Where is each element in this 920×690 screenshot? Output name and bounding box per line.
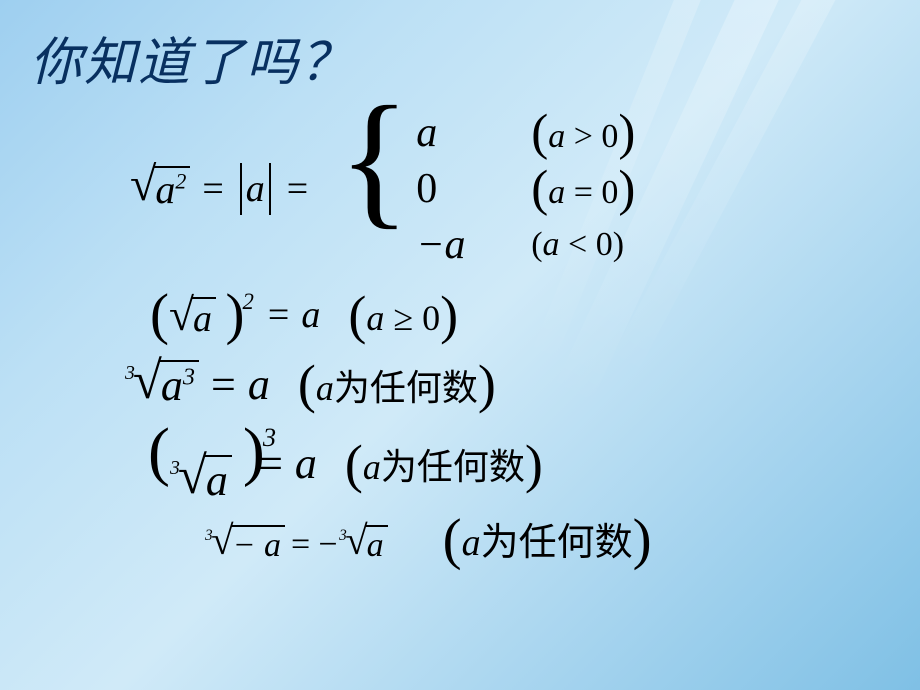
paren-open: ( [443, 508, 462, 571]
paren-close: ) [243, 415, 265, 488]
equals-sign: = [202, 167, 223, 211]
cuberoot-neg-a: 3 √ − a [205, 525, 285, 564]
radicand: a2 [153, 166, 190, 212]
cond-rhs: 0 [601, 174, 618, 211]
case-condition: (a > 0) [531, 111, 635, 156]
cond-var: a [543, 226, 560, 263]
slide-title: 你知道了吗？ [30, 20, 354, 95]
paren-open: ( [345, 434, 363, 494]
case-row: 0 (a = 0) [416, 161, 635, 217]
exp-2: 2 [175, 169, 186, 194]
case-value: −a [416, 221, 531, 269]
sqrt-a-squared: √ a2 [130, 166, 190, 212]
paren-open: ( [150, 283, 169, 346]
condition: (a为任何数) [443, 511, 652, 566]
radical-sign: √ [178, 455, 207, 497]
paren-open: ( [348, 285, 366, 345]
equals-sign: = [287, 167, 308, 211]
rhs-a: a [301, 293, 320, 337]
eq-row-2: ( √ a )2 = a (a ≥ 0) [150, 289, 890, 341]
eq-row-3: 3 √ a3 = a (a为任何数) [125, 359, 890, 411]
cond-var: a [366, 298, 384, 338]
outer-exp: 3 [263, 422, 276, 452]
cond-text: 为任何数 [334, 368, 478, 408]
equals-sign: = [291, 526, 310, 564]
cuberoot-a: 3 √ a [170, 455, 232, 505]
cond-var: a [462, 522, 481, 564]
root-index: 3 [125, 364, 135, 384]
cond-op: < [568, 226, 587, 263]
cuberoot-a: 3 √ a [339, 525, 388, 564]
condition: (a ≥ 0) [348, 291, 458, 339]
var-a: a [155, 167, 175, 212]
rhs-a: a [248, 359, 270, 410]
paren-open: ( [531, 226, 542, 263]
piecewise-block: { a (a > 0) 0 (a = 0) −a (a [338, 105, 635, 273]
cond-var: a [548, 118, 565, 155]
condition: (a为任何数) [298, 359, 496, 411]
paren-close: ) [613, 226, 624, 263]
paren-close: ) [618, 161, 635, 217]
eq-row-1: √ a2 = a = { a (a > 0) 0 (a [130, 105, 890, 273]
radicand: − a [231, 525, 285, 564]
cond-text: 为任何数 [481, 522, 633, 564]
sqrt-a: √ a [169, 297, 216, 341]
root-index: 3 [170, 459, 180, 479]
radical-sign: √ [133, 360, 162, 402]
paren-open: ( [531, 105, 548, 161]
rhs-a: a [295, 438, 317, 489]
equals-sign: = [268, 293, 289, 337]
radicand: a [204, 455, 232, 505]
case-condition: (a < 0) [531, 226, 624, 264]
cond-var: a [363, 447, 381, 487]
paren-close: ) [226, 283, 245, 346]
paren-close: ) [525, 434, 543, 494]
equations-area: √ a2 = a = { a (a > 0) 0 (a [130, 105, 890, 584]
exp-3: 3 [183, 363, 195, 390]
paren-close: ) [618, 105, 635, 161]
var-a: a [161, 361, 183, 410]
cond-var: a [316, 368, 334, 408]
cuberoot-a-cubed: 3 √ a3 [125, 360, 199, 410]
cond-rhs: 0 [601, 118, 618, 155]
case-condition: (a = 0) [531, 167, 635, 212]
radicand: a [365, 525, 388, 564]
cond-op: ≥ [393, 298, 413, 338]
outer-exp: 2 [243, 289, 254, 314]
paren-open: ( [298, 354, 316, 414]
cases-list: a (a > 0) 0 (a = 0) −a (a < 0) [416, 105, 635, 273]
paren-close: ) [478, 354, 496, 414]
cond-rhs: 0 [596, 226, 613, 263]
neg-sign: − [316, 526, 339, 564]
left-brace: { [338, 101, 410, 269]
cond-op: = [574, 174, 593, 211]
cond-text: 为任何数 [381, 447, 525, 487]
root-index: 3 [205, 528, 213, 543]
eq-row-4: ( 3 √ a )3 = a (a为任何数) [148, 423, 890, 505]
paren-open: ( [531, 161, 548, 217]
cond-var: a [548, 174, 565, 211]
paren-sqrt-a-sq: ( √ a )2 [150, 289, 256, 341]
paren-close: ) [633, 508, 652, 571]
radicand: a [191, 297, 216, 341]
root-index: 3 [339, 528, 347, 543]
case-row: a (a > 0) [416, 105, 635, 161]
abs-arg: a [246, 167, 265, 211]
case-value: a [416, 109, 531, 157]
equals-sign: = [211, 359, 236, 410]
paren-cbrt-a-cubed: ( 3 √ a )3 [148, 423, 278, 505]
cond-rhs: 0 [422, 298, 440, 338]
paren-close: ) [440, 285, 458, 345]
condition: (a为任何数) [345, 438, 543, 490]
paren-open: ( [148, 415, 170, 488]
cond-op: > [574, 118, 593, 155]
eq-row-5: 3 √ − a = − 3 √ a (a为任何数) [205, 517, 890, 572]
case-row: −a (a < 0) [416, 217, 635, 273]
abs-a: a [236, 163, 275, 214]
case-value: 0 [416, 165, 531, 213]
radicand: a3 [159, 360, 199, 410]
